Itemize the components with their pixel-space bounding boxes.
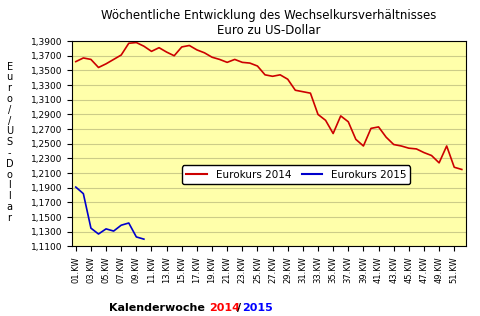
Text: 2015: 2015 bbox=[242, 303, 273, 313]
Title: Wöchentliche Entwicklung des Wechselkursverhältnisses
Euro zu US-Dollar: Wöchentliche Entwicklung des Wechselkurs… bbox=[101, 9, 436, 37]
Text: 2014: 2014 bbox=[209, 303, 240, 313]
Legend: Eurokurs 2014, Eurokurs 2015: Eurokurs 2014, Eurokurs 2015 bbox=[182, 166, 410, 184]
Text: Kalenderwoche: Kalenderwoche bbox=[109, 303, 209, 313]
Text: E
u
r
o
/
/
U
S
-
D
o
l
l
a
r: E u r o / / U S - D o l l a r bbox=[6, 62, 13, 223]
Text: /: / bbox=[237, 303, 241, 313]
